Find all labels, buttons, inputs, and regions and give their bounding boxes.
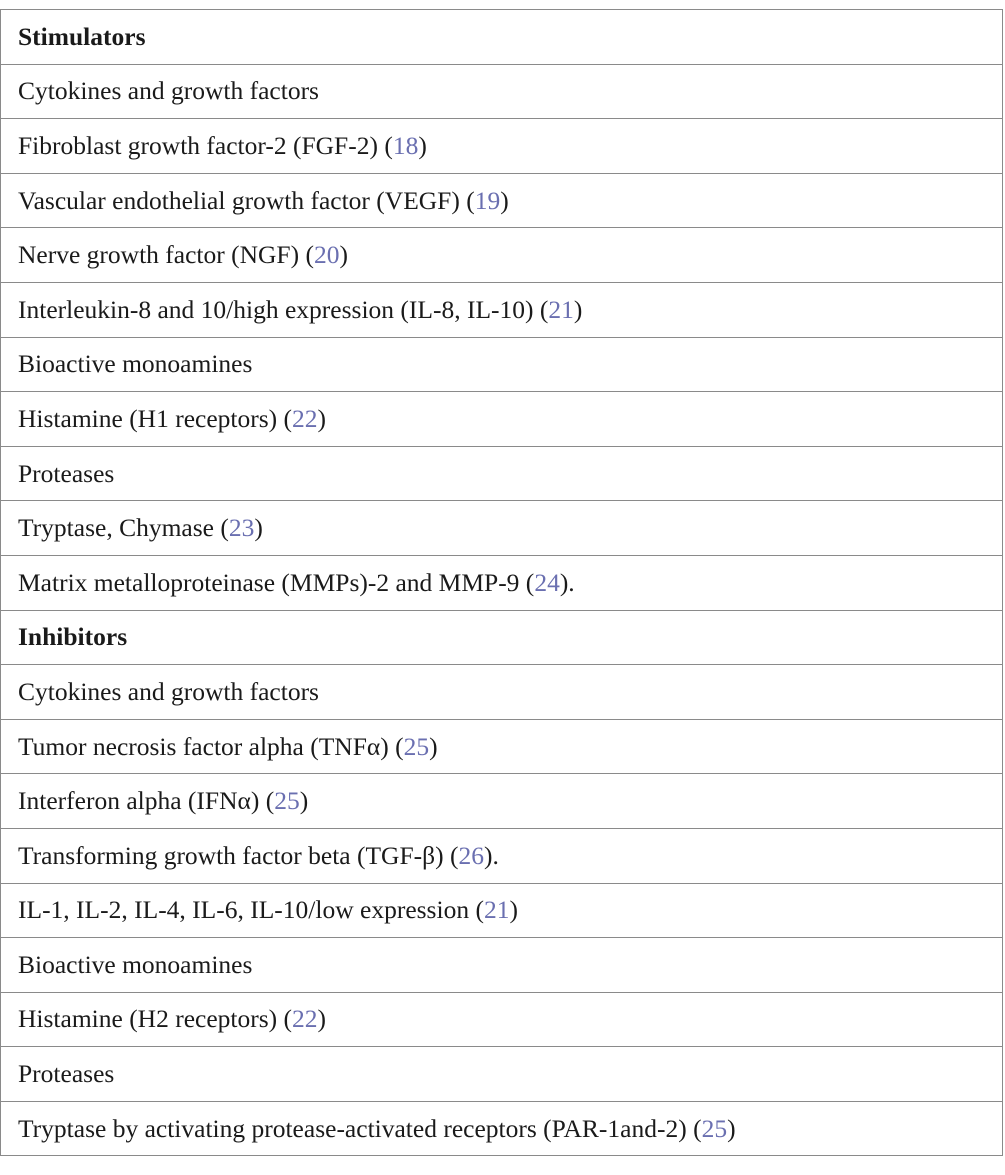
row-tail: ) [339, 240, 348, 270]
table-row: Cytokines and growth factors [1, 65, 1002, 120]
row-text: Interferon alpha (IFNα) ( [18, 786, 275, 816]
reference-link[interactable]: 25 [274, 786, 300, 816]
table-row: Transforming growth factor beta (TGF-β) … [1, 829, 1002, 884]
data-table: Stimulators Cytokines and growth factors… [0, 9, 1003, 1157]
reference-link[interactable]: 25 [701, 1113, 728, 1143]
row-tail: ) [500, 185, 509, 215]
row-tail: ) [429, 731, 438, 761]
reference-link[interactable]: 25 [403, 731, 430, 761]
row-tail: ) [317, 403, 327, 433]
row-text: Vascular endothelial growth factor (VEGF… [18, 185, 475, 215]
row-text: IL-1, IL-2, IL-4, IL-6, IL-10/low expres… [18, 895, 484, 925]
row-text: Bioactive monoamines [18, 949, 253, 979]
reference-link[interactable]: 20 [313, 240, 340, 270]
table-row: Tumor necrosis factor alpha (TNFα) (25) [1, 720, 1002, 775]
row-text: Bioactive monoamines [18, 349, 253, 379]
table-row-heading: Stimulators [1, 10, 1002, 65]
row-text: Stimulators [18, 21, 146, 51]
table-row: Nerve growth factor (NGF) (20) [1, 228, 1002, 283]
row-text: Interleukin-8 and 10/high expression (IL… [18, 294, 549, 324]
table-row: Fibroblast growth factor-2 (FGF-2) (18) [1, 119, 1002, 174]
reference-link[interactable]: 19 [474, 185, 501, 215]
reference-link[interactable]: 18 [392, 130, 419, 160]
row-text: Fibroblast growth factor-2 (FGF-2) ( [18, 130, 393, 160]
reference-link[interactable]: 21 [548, 294, 574, 324]
row-text: Cytokines and growth factors [18, 676, 319, 706]
row-text: Tryptase, Chymase ( [18, 513, 229, 543]
table-row: Bioactive monoamines [1, 338, 1002, 393]
row-tail: ) [254, 513, 263, 543]
row-tail: ) [509, 895, 518, 925]
reference-link[interactable]: 23 [228, 513, 255, 543]
table-row: Tryptase, Chymase (23) [1, 501, 1002, 556]
table-row-heading: Inhibitors [1, 611, 1002, 666]
row-text: Matrix metalloproteinase (MMPs)-2 and MM… [18, 567, 535, 597]
table-row: Matrix metalloproteinase (MMPs)-2 and MM… [1, 556, 1002, 611]
row-text: Cytokines and growth factors [18, 76, 319, 106]
row-text: Inhibitors [18, 622, 128, 652]
row-text: Tumor necrosis factor alpha (TNFα) ( [18, 731, 404, 761]
reference-link[interactable]: 22 [292, 1004, 318, 1034]
table-row: Histamine (H1 receptors) (22) [1, 392, 1002, 447]
table-row: Vascular endothelial growth factor (VEGF… [1, 174, 1002, 229]
row-text: Histamine (H1 receptors) ( [18, 403, 293, 433]
row-tail: ) [317, 1004, 327, 1034]
reference-link[interactable]: 22 [292, 403, 318, 433]
table-row: Tryptase by activating protease-activate… [1, 1102, 1002, 1157]
row-text: Tryptase by activating protease-activate… [18, 1113, 702, 1143]
reference-link[interactable]: 26 [458, 840, 484, 870]
row-text: Proteases [18, 458, 115, 488]
row-text: Proteases [18, 1059, 115, 1089]
table-row: Proteases [1, 1047, 1002, 1102]
table-row: Proteases [1, 447, 1002, 502]
row-tail: ) [573, 294, 583, 324]
table-row: Interferon alpha (IFNα) (25) [1, 774, 1002, 829]
table-row: Cytokines and growth factors [1, 665, 1002, 720]
reference-link[interactable]: 24 [534, 567, 560, 597]
row-tail: ) [418, 130, 427, 160]
row-tail: ) [299, 786, 309, 816]
row-tail: ). [559, 567, 575, 597]
reference-link[interactable]: 21 [483, 895, 510, 925]
row-text: Nerve growth factor (NGF) ( [18, 240, 314, 270]
row-text: Histamine (H2 receptors) ( [18, 1004, 293, 1034]
table-row: Interleukin-8 and 10/high expression (IL… [1, 283, 1002, 338]
row-tail: ) [727, 1113, 736, 1143]
table-row: Histamine (H2 receptors) (22) [1, 993, 1002, 1048]
row-text: Transforming growth factor beta (TGF-β) … [18, 840, 459, 870]
table-row: Bioactive monoamines [1, 938, 1002, 993]
row-tail: ). [483, 840, 499, 870]
table-row: IL-1, IL-2, IL-4, IL-6, IL-10/low expres… [1, 884, 1002, 939]
